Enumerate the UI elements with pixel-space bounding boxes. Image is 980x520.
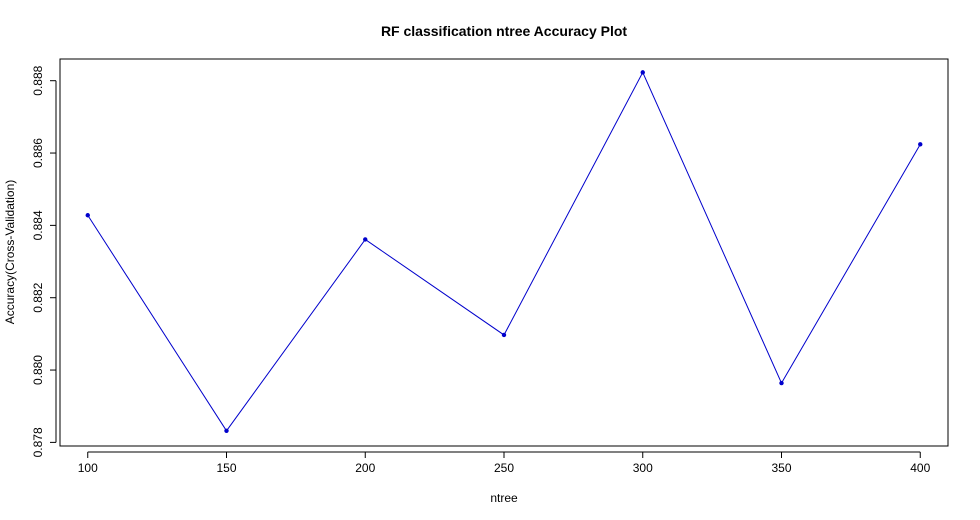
data-point: [779, 380, 784, 386]
y-tick-label: 0.880: [31, 355, 45, 385]
data-point: [640, 70, 645, 75]
x-tick-label: 300: [633, 461, 653, 475]
x-axis-label: ntree: [490, 491, 518, 505]
x-tick-label: 400: [910, 461, 930, 475]
series-layer: [85, 70, 923, 434]
y-tick-label: 0.878: [31, 427, 45, 457]
y-tick-label: 0.886: [31, 138, 45, 168]
data-point: [918, 142, 923, 147]
x-tick-label: 200: [355, 461, 375, 475]
x-tick-label: 250: [494, 461, 514, 475]
data-point: [501, 332, 507, 338]
x-tick-label: 100: [78, 461, 98, 475]
x-axis: 100 150 200 250 300 350 400: [78, 451, 931, 475]
y-axis: 0.878 0.880 0.882 0.884 0.886 0.888: [31, 65, 57, 457]
data-point: [224, 428, 229, 434]
chart-title: RF classification ntree Accuracy Plot: [381, 23, 627, 39]
data-point: [85, 213, 90, 218]
data-point: [363, 237, 368, 242]
x-tick-label: 350: [771, 461, 791, 475]
y-axis-label: Accuracy(Cross-Validation): [3, 180, 17, 325]
x-tick-label: 150: [216, 461, 236, 475]
y-tick-label: 0.884: [31, 210, 45, 240]
plot-area-border: [59, 58, 949, 447]
series-line: [87, 71, 921, 432]
y-tick-label: 0.888: [31, 65, 45, 95]
y-tick-label: 0.882: [31, 282, 45, 312]
